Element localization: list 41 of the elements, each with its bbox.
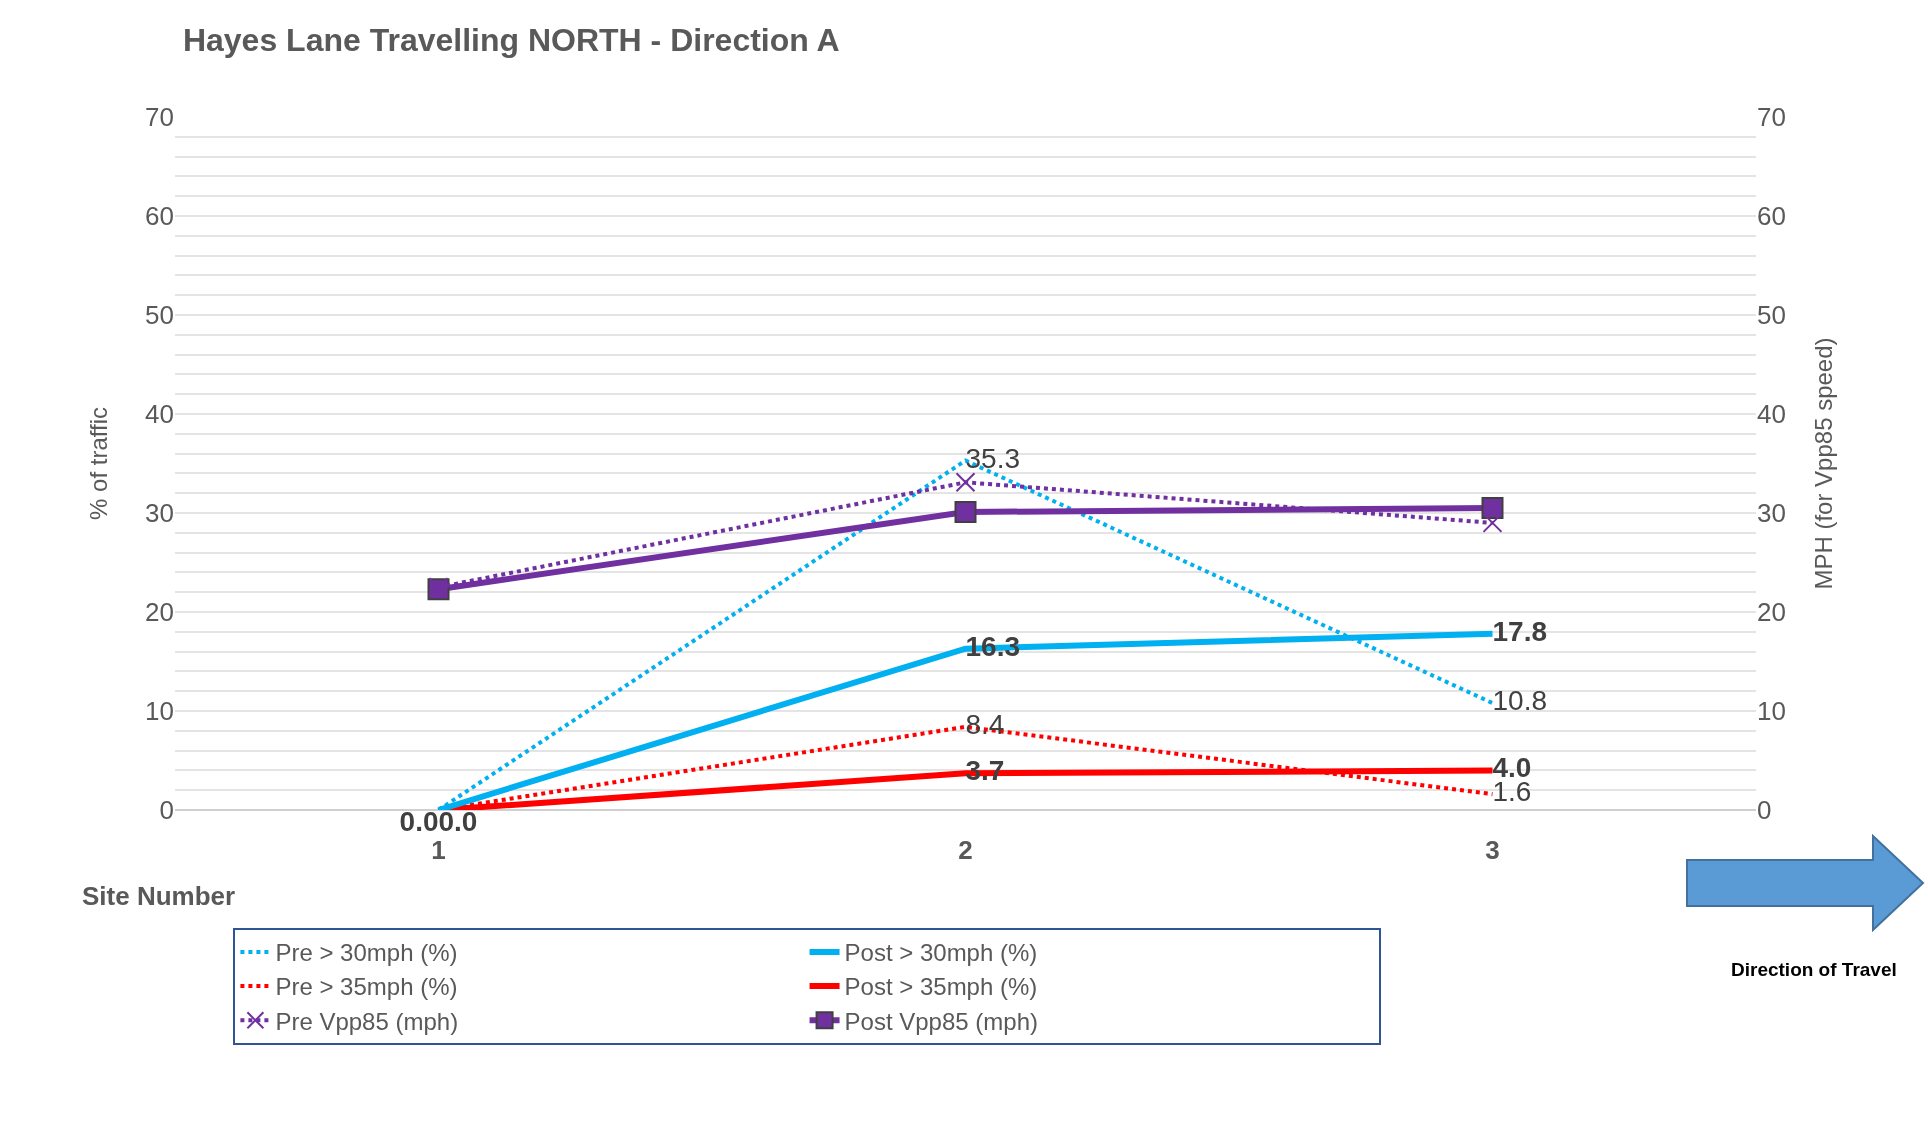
data-label: 35.3 [965, 442, 1020, 474]
y-tick-label: 50 [145, 300, 174, 331]
legend-label: Pre > 35mph (%) [275, 973, 458, 1001]
point [955, 472, 976, 493]
y-tick-label: 60 [145, 201, 174, 232]
y-axis-title: % of traffic [85, 407, 113, 520]
data-label: 0.0 [438, 806, 478, 837]
data-label: 17.8 [1492, 615, 1547, 647]
y2-tick-label: 20 [1757, 597, 1786, 628]
y2-tick-label: 40 [1757, 399, 1786, 430]
legend-label: Pre Vpp85 (mph) [275, 1007, 459, 1035]
x-axis-title: Site Number [82, 881, 236, 911]
y-tick-label: 0 [159, 795, 174, 826]
y-tick-label: 20 [145, 597, 174, 628]
y2-tick-label: 10 [1757, 696, 1786, 727]
y2-tick-label: 0 [1757, 795, 1772, 826]
y-tick-label: 10 [145, 696, 174, 727]
data-label: 0.0 [399, 806, 439, 837]
y2-axis-title: MPH (for Vpp85 speed) [1810, 337, 1838, 590]
y-tick-label: 30 [145, 498, 174, 529]
point [1482, 512, 1503, 533]
data-label: 8.4 [965, 708, 1005, 740]
y2-tick-label: 60 [1757, 201, 1786, 232]
x-tick-label: 2 [958, 835, 973, 865]
legend-label: Post > 35mph (%) [844, 973, 1038, 1001]
legend-label: Post > 30mph (%) [844, 939, 1038, 967]
x-tick-label: 3 [1485, 835, 1500, 865]
y2-tick-label: 70 [1757, 102, 1786, 133]
data-label: 1.6 [1492, 776, 1532, 808]
x-tick-label: 1 [431, 835, 446, 865]
y-tick-label: 40 [145, 399, 174, 430]
legend-label: Pre > 30mph (%) [275, 939, 458, 967]
y2-tick-label: 50 [1757, 300, 1786, 331]
legend-label: Post Vpp85 (mph) [844, 1007, 1038, 1035]
y2-tick-label: 30 [1757, 498, 1786, 529]
data-label: 10.8 [1492, 685, 1547, 717]
chart-title: Hayes Lane Travelling NORTH - Direction A [182, 21, 840, 58]
text: Direction of Travel [1731, 959, 1897, 980]
point [1481, 497, 1504, 520]
point [954, 501, 977, 524]
y-tick-label: 70 [145, 102, 174, 133]
